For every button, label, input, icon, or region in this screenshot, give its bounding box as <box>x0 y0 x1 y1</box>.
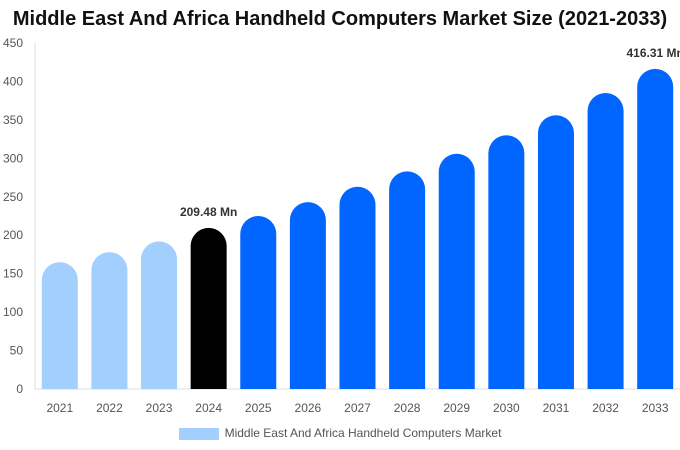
x-tick-label: 2025 <box>245 401 272 415</box>
x-tick-label: 2021 <box>46 401 73 415</box>
x-tick-label: 2024 <box>195 401 222 415</box>
legend-label: Middle East And Africa Handheld Computer… <box>224 426 502 440</box>
bar-2028 <box>389 171 426 389</box>
x-tick-label: 2033 <box>642 401 669 415</box>
bar-2023 <box>141 241 178 389</box>
data-label-2033: 416.31 Mn <box>627 46 680 60</box>
y-tick-label: 100 <box>3 305 23 319</box>
bar-2024 <box>190 227 227 389</box>
bar-2031 <box>537 115 574 389</box>
x-tick-label: 2028 <box>394 401 421 415</box>
bar-2029 <box>438 153 475 389</box>
x-tick-label: 2029 <box>443 401 470 415</box>
bar-2030 <box>488 135 525 389</box>
y-tick-label: 200 <box>3 228 23 242</box>
legend: Middle East And Africa Handheld Computer… <box>0 426 680 440</box>
y-tick-label: 50 <box>10 344 24 358</box>
x-tick-label: 2031 <box>543 401 570 415</box>
y-tick-label: 350 <box>3 113 23 127</box>
x-tick-label: 2026 <box>295 401 322 415</box>
bar-2025 <box>240 216 277 389</box>
x-tick-label: 2030 <box>493 401 520 415</box>
x-tick-label: 2022 <box>96 401 123 415</box>
data-label-2024: 209.48 Mn <box>180 205 237 219</box>
x-tick-label: 2032 <box>592 401 619 415</box>
chart-title: Middle East And Africa Handheld Computer… <box>12 8 668 30</box>
y-tick-label: 400 <box>3 74 23 88</box>
bar-2033 <box>637 68 674 389</box>
y-tick-label: 450 <box>3 36 23 50</box>
bar-2027 <box>339 186 376 389</box>
y-tick-label: 0 <box>16 382 23 396</box>
bar-2022 <box>91 252 128 389</box>
y-tick-label: 300 <box>3 151 23 165</box>
y-tick-label: 250 <box>3 190 23 204</box>
bar-2032 <box>587 92 624 389</box>
x-tick-label: 2023 <box>146 401 173 415</box>
y-tick-label: 150 <box>3 267 23 281</box>
legend-swatch <box>178 427 219 440</box>
bar-2026 <box>289 202 326 389</box>
x-tick-label: 2027 <box>344 401 371 415</box>
bar-2021 <box>41 262 78 389</box>
